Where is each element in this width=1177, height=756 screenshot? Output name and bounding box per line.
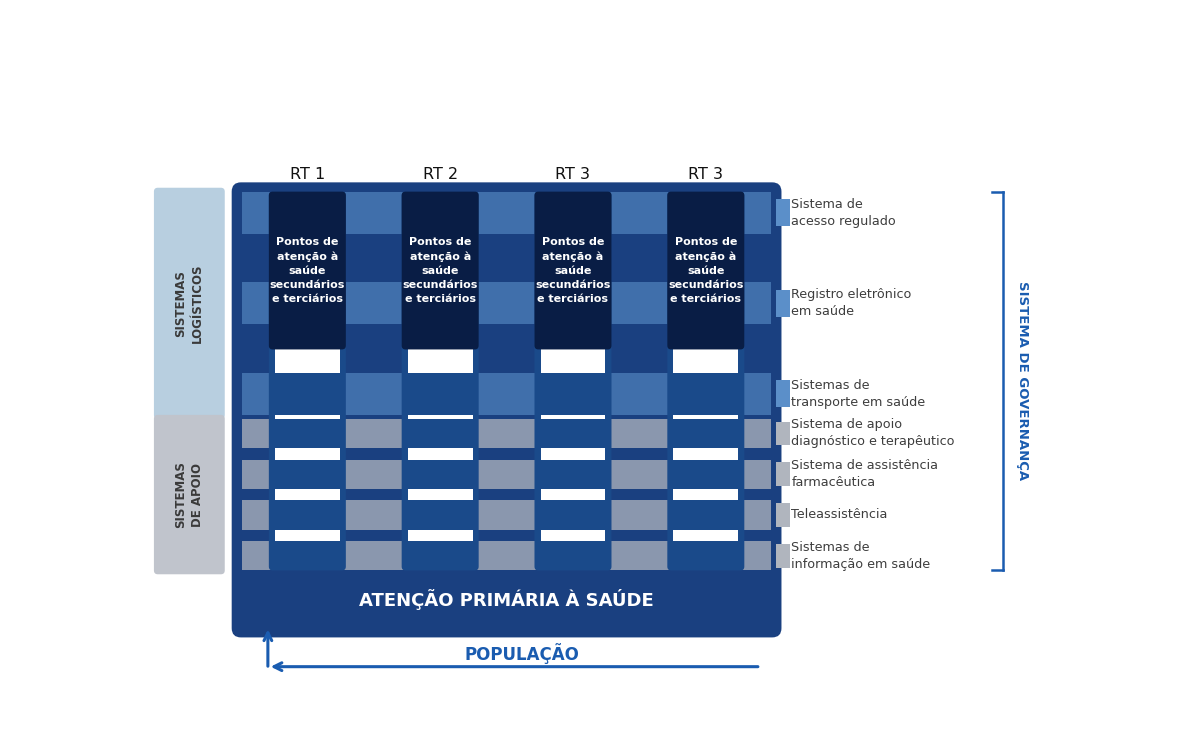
- FancyBboxPatch shape: [154, 187, 225, 419]
- FancyBboxPatch shape: [673, 234, 738, 282]
- FancyBboxPatch shape: [401, 191, 479, 571]
- FancyBboxPatch shape: [534, 191, 612, 571]
- Text: Sistemas de
transporte em saúde: Sistemas de transporte em saúde: [791, 379, 925, 409]
- FancyBboxPatch shape: [776, 544, 790, 568]
- FancyBboxPatch shape: [275, 489, 340, 500]
- FancyBboxPatch shape: [540, 530, 605, 541]
- FancyBboxPatch shape: [268, 191, 346, 349]
- FancyBboxPatch shape: [242, 419, 771, 448]
- FancyBboxPatch shape: [154, 415, 225, 575]
- Text: RT 3: RT 3: [689, 167, 724, 182]
- FancyBboxPatch shape: [776, 380, 790, 407]
- Text: Registro eletrônico
em saúde: Registro eletrônico em saúde: [791, 288, 912, 318]
- FancyBboxPatch shape: [534, 191, 612, 349]
- FancyBboxPatch shape: [242, 282, 771, 324]
- Text: Pontos de
atenção à
saúde
secundários
e terciários: Pontos de atenção à saúde secundários e …: [403, 237, 478, 304]
- Text: Sistema de apoio
diagnóstico e terapêutico: Sistema de apoio diagnóstico e terapêuti…: [791, 418, 955, 448]
- FancyBboxPatch shape: [242, 541, 771, 571]
- FancyBboxPatch shape: [275, 234, 340, 282]
- FancyBboxPatch shape: [407, 530, 472, 541]
- Text: Sistema de
acesso regulado: Sistema de acesso regulado: [791, 198, 896, 228]
- Text: Sistemas de
informação em saúde: Sistemas de informação em saúde: [791, 541, 931, 571]
- FancyBboxPatch shape: [540, 489, 605, 500]
- FancyBboxPatch shape: [275, 415, 340, 419]
- FancyBboxPatch shape: [407, 489, 472, 500]
- Text: SISTEMAS
LOGÍSTICOS: SISTEMAS LOGÍSTICOS: [174, 264, 205, 343]
- Text: Pontos de
atenção à
saúde
secundários
e terciários: Pontos de atenção à saúde secundários e …: [536, 237, 611, 304]
- FancyBboxPatch shape: [667, 191, 744, 349]
- Text: RT 3: RT 3: [556, 167, 591, 182]
- FancyBboxPatch shape: [407, 415, 472, 419]
- Text: POPULAÇÃO: POPULAÇÃO: [465, 643, 579, 664]
- Text: Sistema de assistência
farmacêutica: Sistema de assistência farmacêutica: [791, 459, 938, 489]
- FancyBboxPatch shape: [673, 324, 738, 373]
- FancyBboxPatch shape: [232, 182, 782, 637]
- Text: RT 1: RT 1: [290, 167, 325, 182]
- FancyBboxPatch shape: [540, 234, 605, 282]
- Text: SISTEMAS
DE APOIO: SISTEMAS DE APOIO: [174, 461, 205, 528]
- Text: Pontos de
atenção à
saúde
secundários
e terciários: Pontos de atenção à saúde secundários e …: [270, 237, 345, 304]
- FancyBboxPatch shape: [776, 200, 790, 226]
- FancyBboxPatch shape: [673, 415, 738, 419]
- FancyBboxPatch shape: [540, 448, 605, 460]
- FancyBboxPatch shape: [242, 500, 771, 530]
- FancyBboxPatch shape: [275, 448, 340, 460]
- Text: Pontos de
atenção à
saúde
secundários
e terciários: Pontos de atenção à saúde secundários e …: [669, 237, 744, 304]
- FancyBboxPatch shape: [407, 448, 472, 460]
- FancyBboxPatch shape: [776, 463, 790, 486]
- FancyBboxPatch shape: [673, 448, 738, 460]
- Text: RT 2: RT 2: [423, 167, 458, 182]
- Text: SISTEMA DE GOVERNANÇA: SISTEMA DE GOVERNANÇA: [1016, 281, 1029, 481]
- FancyBboxPatch shape: [540, 415, 605, 419]
- FancyBboxPatch shape: [776, 503, 790, 527]
- FancyBboxPatch shape: [407, 324, 472, 373]
- FancyBboxPatch shape: [242, 191, 771, 234]
- FancyBboxPatch shape: [275, 324, 340, 373]
- FancyBboxPatch shape: [673, 489, 738, 500]
- FancyBboxPatch shape: [401, 191, 479, 349]
- FancyBboxPatch shape: [540, 324, 605, 373]
- FancyBboxPatch shape: [673, 530, 738, 541]
- FancyBboxPatch shape: [667, 191, 744, 571]
- FancyBboxPatch shape: [776, 290, 790, 317]
- FancyBboxPatch shape: [242, 460, 771, 489]
- Text: ATENÇÃO PRIMÁRIA À SAÚDE: ATENÇÃO PRIMÁRIA À SAÚDE: [359, 589, 654, 610]
- FancyBboxPatch shape: [242, 373, 771, 415]
- FancyBboxPatch shape: [275, 530, 340, 541]
- FancyBboxPatch shape: [776, 422, 790, 445]
- FancyBboxPatch shape: [407, 234, 472, 282]
- Text: Teleassistência: Teleassistência: [791, 509, 887, 522]
- FancyBboxPatch shape: [268, 191, 346, 571]
